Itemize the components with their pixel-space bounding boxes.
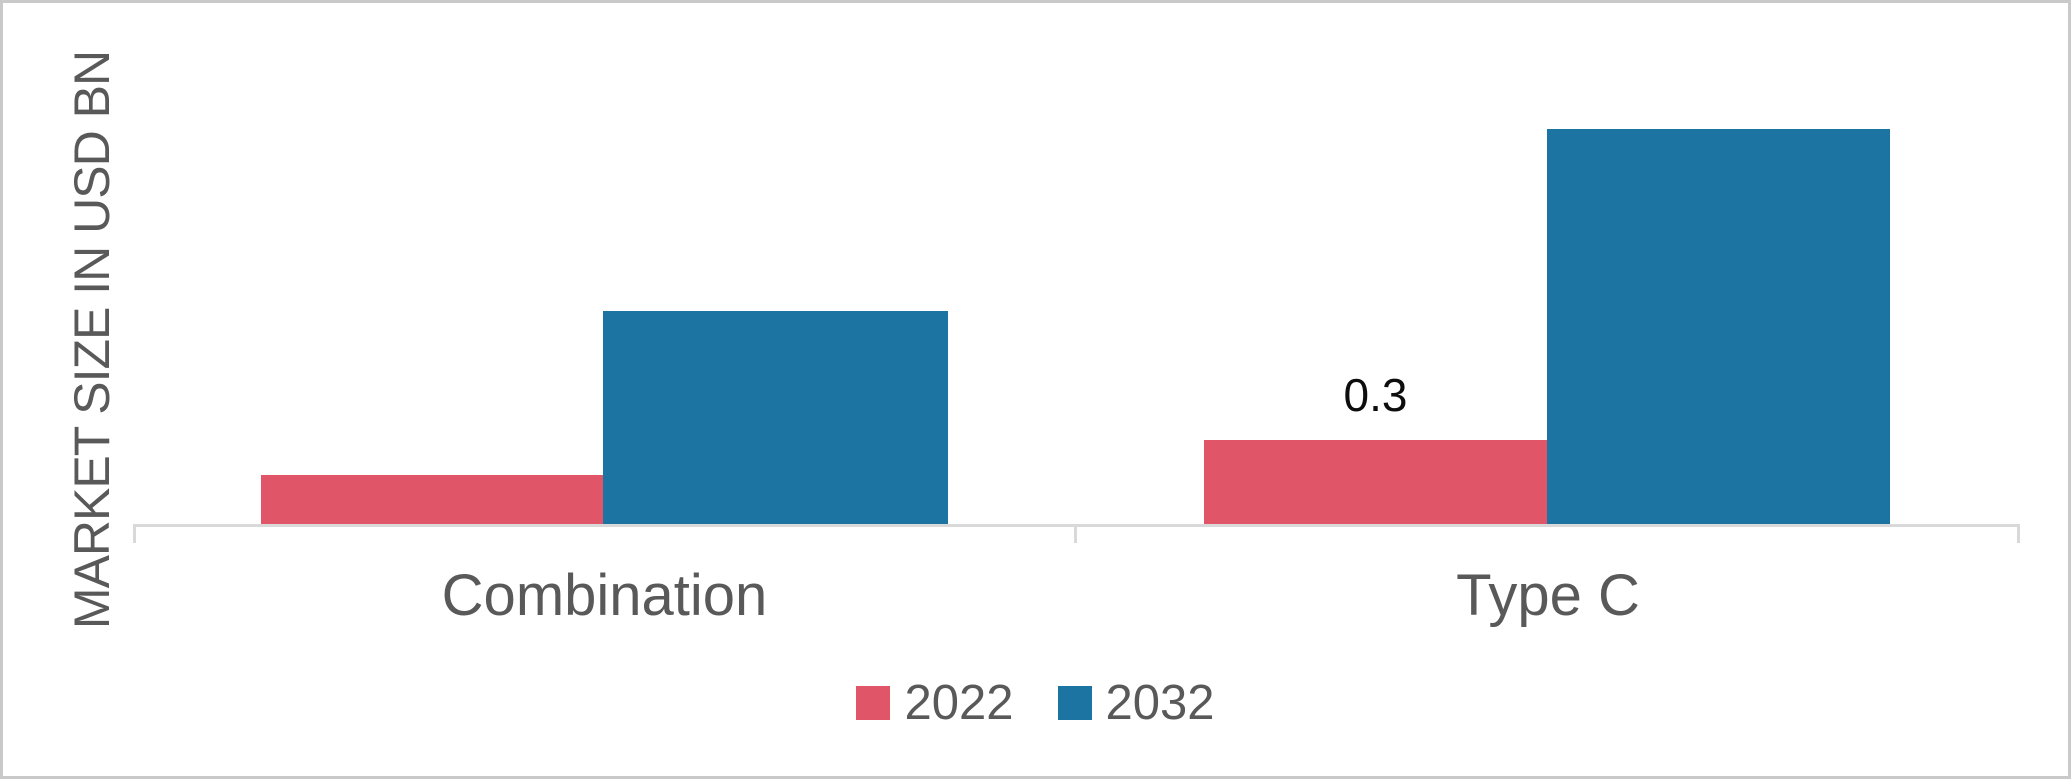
- y-axis-title: MARKET SIZE IN USD BN: [64, 50, 120, 630]
- legend-swatch-2022: [856, 686, 891, 720]
- x-axis-tick-left: [133, 524, 136, 543]
- x-axis-tick-right: [2017, 524, 2020, 543]
- category-label-type-c: Type C: [1456, 563, 1640, 628]
- bar-type-c-2022: [1204, 440, 1547, 524]
- bar-type-c-2032: [1547, 129, 1890, 524]
- bar-combination-2032: [603, 311, 948, 524]
- category-label-combination: Combination: [441, 563, 768, 628]
- x-axis-tick-divider: [1074, 524, 1077, 543]
- legend-label-2032: 2032: [1105, 675, 1215, 730]
- legend-label-2022: 2022: [904, 675, 1014, 730]
- legend-item-2022: 2022: [856, 675, 1014, 730]
- legend-item-2032: 2032: [1057, 675, 1215, 730]
- bar-combination-2022: [261, 475, 603, 524]
- legend: 2022 2032: [0, 678, 2071, 728]
- data-label-type-c-2022: 0.3: [1343, 369, 1408, 421]
- legend-swatch-2032: [1057, 686, 1092, 720]
